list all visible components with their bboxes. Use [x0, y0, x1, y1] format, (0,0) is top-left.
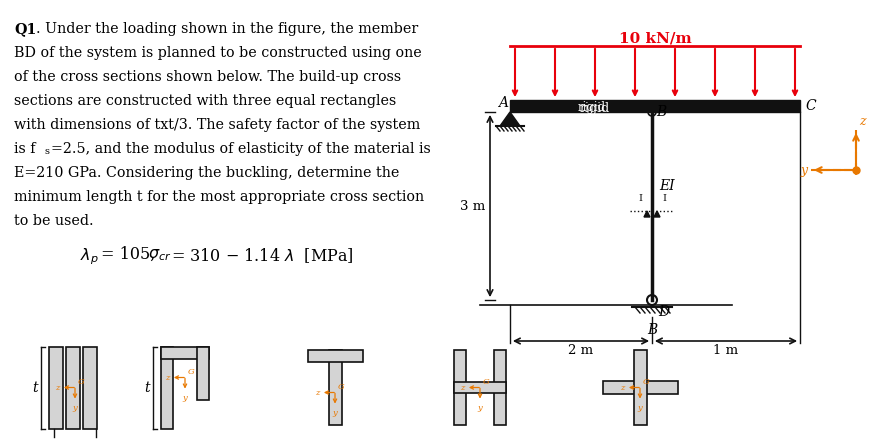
Text: y: y [183, 393, 187, 401]
Text: B: B [646, 323, 657, 337]
Text: y: y [73, 404, 77, 412]
Bar [161, 346, 209, 358]
Polygon shape [500, 112, 520, 126]
Text: 10 kN/m: 10 kN/m [619, 32, 692, 46]
Text: BD of the system is planned to be constructed using one: BD of the system is planned to be constr… [14, 46, 422, 60]
Text: t: t [32, 381, 38, 395]
Bar [602, 381, 678, 394]
Polygon shape [654, 211, 660, 217]
Text: to be used.: to be used. [14, 214, 93, 228]
Bar [197, 346, 209, 400]
Text: z: z [55, 384, 59, 392]
Text: I: I [662, 194, 666, 203]
Text: y: y [801, 163, 808, 177]
Polygon shape [644, 211, 650, 217]
Bar [633, 350, 646, 425]
Text: t: t [144, 381, 150, 395]
Text: $\sigma_{cr}$: $\sigma_{cr}$ [148, 246, 171, 263]
Bar [454, 350, 466, 425]
Text: EI: EI [659, 179, 675, 193]
Bar [454, 382, 506, 393]
Bar [329, 350, 342, 425]
Text: 2 m: 2 m [568, 344, 593, 357]
Text: G: G [188, 368, 194, 376]
Text: with dimensions of txt/3. The safety factor of the system: with dimensions of txt/3. The safety fac… [14, 118, 420, 132]
Text: G: G [483, 377, 490, 385]
Bar [66, 346, 80, 428]
Text: = 310 $-$ 1.14 $\lambda$  [MPa]: = 310 $-$ 1.14 $\lambda$ [MPa] [171, 246, 353, 265]
Text: rigid: rigid [580, 102, 610, 115]
Text: y: y [638, 404, 642, 412]
Text: z: z [620, 384, 624, 392]
Text: z: z [859, 115, 866, 128]
Text: z: z [314, 388, 319, 396]
Bar [49, 346, 63, 428]
Text: 1 m: 1 m [713, 344, 739, 357]
Text: G: G [643, 377, 650, 385]
Bar [83, 346, 97, 428]
Text: G: G [338, 382, 345, 391]
Text: $\lambda_p$: $\lambda_p$ [80, 246, 99, 266]
Text: G: G [78, 377, 84, 385]
Text: rigid: rigid [578, 100, 607, 114]
Text: 3 m: 3 m [460, 199, 485, 213]
Text: y: y [333, 408, 337, 416]
Text: Q1: Q1 [14, 22, 36, 36]
Bar [494, 350, 506, 425]
Text: C: C [805, 99, 815, 113]
Text: E=210 GPa. Considering the buckling, determine the: E=210 GPa. Considering the buckling, det… [14, 166, 400, 180]
Text: =2.5, and the modulus of elasticity of the material is: =2.5, and the modulus of elasticity of t… [51, 142, 431, 156]
Text: A: A [498, 96, 508, 110]
Bar [161, 346, 173, 428]
Text: minimum length t for the most appropriate cross section: minimum length t for the most appropriat… [14, 190, 424, 204]
Text: . Under the loading shown in the figure, the member: . Under the loading shown in the figure,… [36, 22, 418, 36]
Bar [510, 100, 800, 112]
Text: is f: is f [14, 142, 36, 156]
Text: z: z [164, 373, 169, 381]
Text: of the cross sections shown below. The build-up cross: of the cross sections shown below. The b… [14, 70, 401, 84]
Text: = 105,: = 105, [101, 246, 155, 263]
Text: s: s [44, 147, 49, 156]
Text: y: y [478, 404, 482, 412]
Text: z: z [460, 384, 464, 392]
Bar [307, 350, 362, 362]
Text: D: D [658, 305, 670, 319]
Text: I: I [638, 194, 642, 203]
Text: sections are constructed with three equal rectangles: sections are constructed with three equa… [14, 94, 396, 108]
Text: B: B [656, 105, 666, 119]
